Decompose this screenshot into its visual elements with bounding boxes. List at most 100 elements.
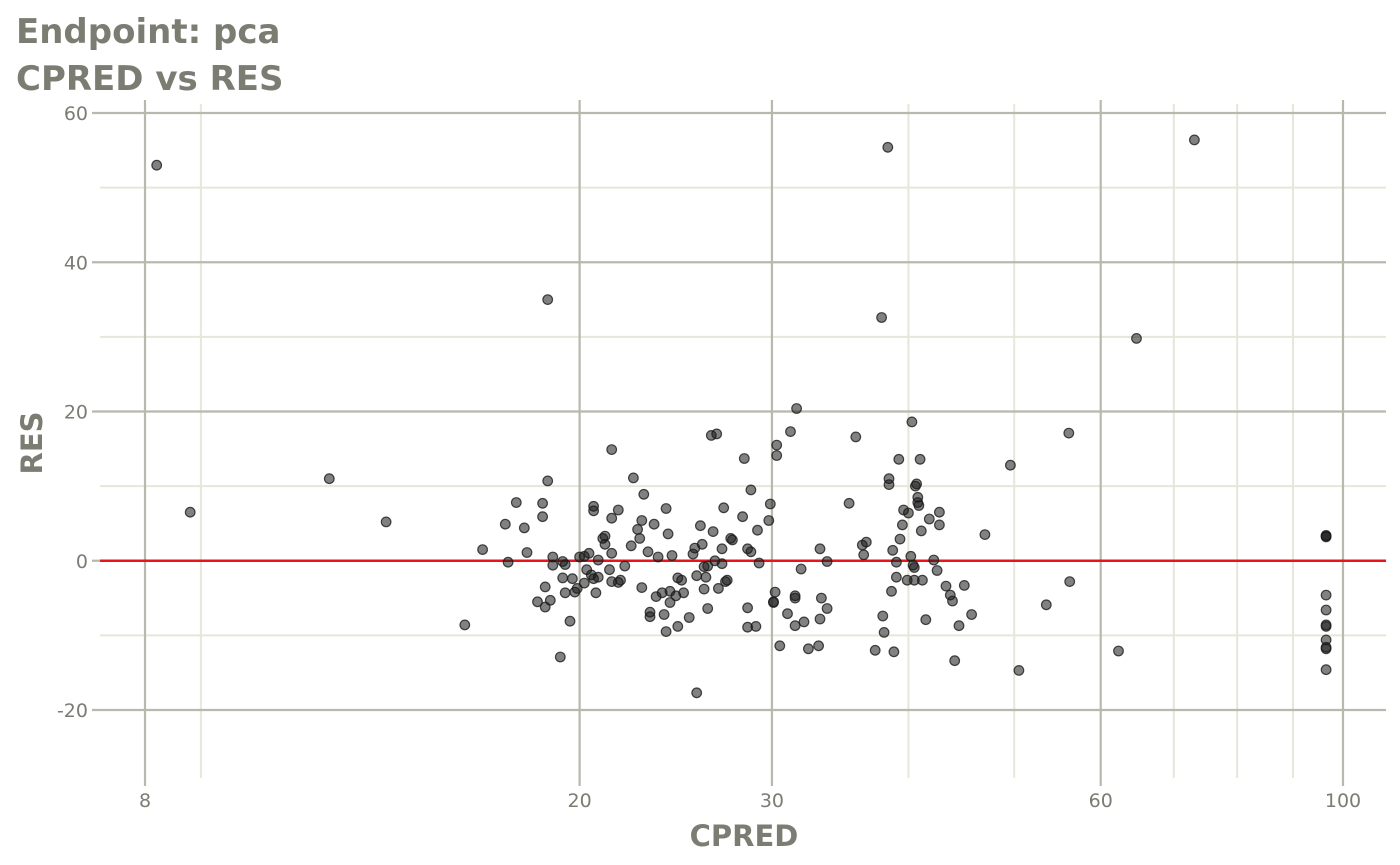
data-point [821, 556, 833, 567]
data-point [660, 626, 672, 637]
data-point [813, 640, 824, 652]
data-point [1040, 599, 1052, 611]
data-point [903, 507, 914, 519]
data-point [678, 587, 689, 599]
data-point [769, 586, 781, 598]
data-point [532, 596, 543, 608]
data-point [1064, 576, 1076, 587]
data-point [567, 573, 578, 585]
x-axis-tick-labels: 8 20 30 60 100 [139, 790, 1361, 812]
data-point [606, 444, 618, 456]
data-point [559, 559, 571, 570]
data-point [816, 592, 827, 604]
y-axis-tick-labels: -20 0 20 40 60 [57, 103, 88, 722]
data-point [636, 515, 648, 526]
data-point [599, 538, 611, 550]
data-point [876, 312, 887, 323]
y-tick-label: -20 [57, 700, 88, 722]
data-point [1113, 645, 1124, 657]
data-point [604, 564, 615, 576]
data-point [612, 577, 624, 588]
data-point [718, 502, 730, 514]
data-point [791, 403, 802, 414]
data-point [843, 497, 855, 509]
data-point [537, 497, 548, 509]
y-tick-label: 0 [76, 551, 88, 573]
x-tick-label: 60 [1089, 790, 1113, 812]
data-point [518, 522, 530, 534]
data-point [915, 525, 927, 537]
data-point [858, 549, 870, 561]
data-point [502, 556, 514, 568]
data-point [789, 592, 801, 604]
data-point [583, 547, 595, 559]
data-point [891, 571, 902, 583]
data-point [917, 574, 928, 586]
data-point [666, 550, 678, 561]
data-point [953, 620, 965, 632]
data-point [752, 524, 763, 536]
data-point [380, 516, 392, 528]
data-point [323, 473, 335, 485]
data-point [737, 511, 748, 523]
data-point [662, 528, 674, 540]
data-point [1188, 134, 1200, 146]
data-point [803, 643, 814, 655]
data-point [612, 504, 624, 516]
data-point [702, 560, 714, 572]
data-point [542, 294, 554, 306]
data-point [1320, 621, 1332, 632]
data-point [696, 538, 708, 550]
data-point [590, 587, 602, 599]
data-point [700, 571, 712, 583]
data-point [947, 595, 958, 607]
data-point [923, 513, 935, 525]
data-point [606, 512, 618, 524]
data-point [1005, 459, 1016, 471]
data-point [771, 450, 783, 461]
data-point [774, 640, 786, 652]
data-point [771, 439, 783, 451]
data-point [698, 583, 710, 595]
data-point [1131, 333, 1142, 344]
data-point [887, 544, 899, 556]
data-point [789, 620, 801, 632]
data-point [544, 594, 556, 606]
y-tick-label: 20 [64, 402, 88, 424]
data-point [1320, 664, 1332, 676]
data-point [557, 572, 569, 584]
data-point [578, 577, 590, 589]
data-point [521, 547, 533, 558]
x-axis-title: CPRED [690, 819, 799, 853]
data-point [683, 612, 695, 623]
data-point [459, 619, 471, 631]
data-point [632, 524, 643, 535]
data-point [764, 498, 776, 510]
data-point [691, 687, 703, 699]
data-point [897, 519, 908, 531]
x-tick-label: 100 [1325, 790, 1361, 812]
data-point [949, 655, 961, 667]
data-point [554, 651, 566, 663]
data-point [821, 603, 833, 614]
data-point [559, 587, 571, 599]
data-point [750, 621, 762, 632]
chart-title: Endpoint: pca [16, 12, 281, 52]
data-point [716, 543, 728, 555]
data-point [940, 580, 952, 592]
data-point [894, 533, 906, 545]
minor-grid [100, 104, 1386, 778]
data-point [1320, 589, 1332, 601]
data-point [1013, 665, 1025, 676]
data-point [707, 526, 719, 537]
data-point [636, 582, 648, 593]
data-point [905, 550, 917, 562]
data-point [695, 520, 706, 532]
data-point [1320, 530, 1332, 542]
data-point [814, 543, 826, 555]
data-point [721, 574, 733, 586]
major-grid [92, 100, 1386, 786]
data-point [660, 503, 672, 514]
